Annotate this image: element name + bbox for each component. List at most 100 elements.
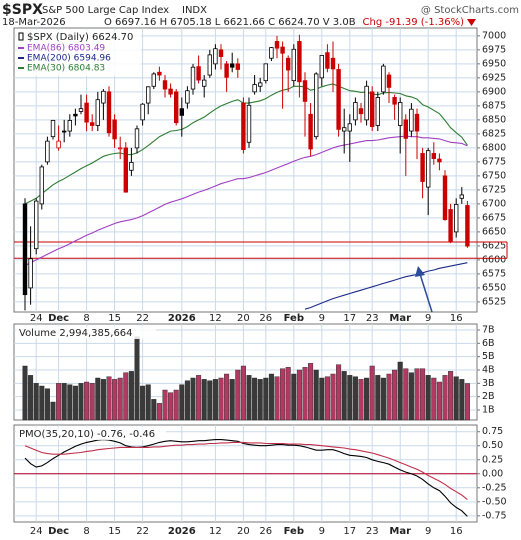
volume-bar: [414, 368, 420, 421]
x-tick-label: 23: [366, 526, 379, 537]
volume-bar: [336, 364, 342, 421]
security-name: S&P 500 Large Cap Index: [42, 5, 169, 16]
candle-body: [420, 153, 425, 182]
volume-bar: [196, 375, 202, 421]
volume-bar: [117, 377, 123, 421]
line-series: [304, 262, 468, 310]
volume-bar: [151, 399, 157, 421]
volume-bar: [436, 381, 442, 421]
y-tick-label: 0.75: [482, 426, 503, 437]
y-tick-label: 1B: [482, 405, 495, 416]
x-tick-label: 20: [237, 313, 250, 324]
down-arrow-icon: [467, 19, 476, 26]
y-tick-label: 6550: [482, 282, 506, 293]
panel-title: PMO(35,20,10) -0.76, -0.46: [19, 429, 155, 440]
candle-body: [257, 82, 263, 87]
y-tick-label: -0.50: [482, 496, 507, 507]
candle-body: [129, 162, 134, 171]
volume-bar: [229, 379, 235, 421]
volume-bar: [44, 388, 50, 421]
candle-body: [241, 102, 246, 150]
volume-bar: [179, 384, 185, 421]
volume-bar: [128, 371, 134, 421]
candle-body: [285, 57, 291, 71]
candle-body: [123, 147, 128, 193]
volume-bar: [408, 372, 414, 421]
candle-body: [28, 258, 33, 289]
x-tick-label: Mar: [389, 526, 411, 537]
volume-bar: [375, 375, 381, 421]
candle-body: [101, 90, 106, 104]
volume-bar: [95, 377, 101, 421]
volume-bar: [397, 361, 403, 421]
y-tick-label: 2B: [482, 391, 495, 402]
candle-body: [397, 102, 403, 126]
volume-bar: [425, 375, 431, 421]
y-tick-label: 6700: [482, 198, 506, 209]
candle-body: [134, 128, 140, 149]
change: Chg -91.39 (-1.36%): [363, 17, 465, 28]
candle-body: [78, 108, 84, 112]
legend-box: [16, 427, 166, 440]
candle-body: [302, 80, 308, 102]
volume-bar: [392, 369, 398, 421]
candle-body: [190, 66, 196, 90]
candle-body: [118, 147, 123, 150]
y-tick-label: 6975: [482, 44, 506, 55]
volume-bar: [224, 373, 230, 421]
y-tick-label: 0.50: [482, 440, 503, 451]
y-tick-label: 6B: [482, 338, 495, 349]
y-tick-label: 6575: [482, 268, 506, 279]
volume-bar: [319, 377, 325, 421]
volume-bar: [341, 371, 347, 421]
x-tick-label: 2026: [168, 526, 196, 537]
volume-bar: [156, 403, 162, 421]
volume-bar: [324, 376, 330, 421]
volume-bar: [235, 369, 241, 421]
volume-bar: [100, 379, 106, 421]
y-tick-label: 6750: [482, 170, 506, 181]
candle-body: [341, 127, 347, 132]
volume-bar: [403, 368, 409, 421]
candle-body: [84, 102, 89, 123]
volume-bar: [291, 373, 297, 421]
line-series: [24, 439, 468, 517]
y-tick-label: 0.25: [482, 454, 503, 465]
y-tick-label: 6900: [482, 86, 506, 97]
x-tick-label: 16: [450, 313, 463, 324]
candle-body: [168, 88, 173, 95]
candle-body: [280, 46, 285, 54]
candle-body: [353, 102, 358, 121]
x-tick-label: 9: [425, 526, 431, 537]
volume-bar: [464, 383, 470, 421]
volume-bar: [123, 372, 129, 421]
candle-body: [45, 140, 50, 163]
x-tick-label: 24: [30, 526, 43, 537]
legend-label: EMA(30) 6804.83: [27, 64, 105, 74]
panel-title: Volume 2,994,385,664: [19, 328, 133, 339]
exchange: INDX: [182, 5, 207, 16]
candle-body: [62, 130, 67, 133]
volume-bar: [448, 371, 454, 421]
x-tick-label: Dec: [48, 526, 69, 537]
volume-bar: [212, 379, 218, 421]
volume-bar: [184, 380, 190, 421]
volume-bar: [112, 379, 118, 421]
x-tick-label: 2026: [168, 313, 196, 324]
symbol: $SPX: [2, 2, 43, 18]
candle-body: [313, 73, 319, 138]
volume-bar: [296, 369, 302, 421]
volume-bar: [140, 385, 146, 421]
candle-body: [218, 49, 224, 57]
volume-bar: [386, 373, 392, 421]
candle-body: [179, 108, 184, 116]
volume-bar: [364, 377, 370, 421]
candle-body: [325, 52, 330, 69]
x-tick-label: 20: [237, 526, 250, 537]
volume-bar: [285, 367, 291, 421]
x-tick-label: 12: [209, 313, 222, 324]
volume-bar: [308, 363, 314, 421]
candle-body: [106, 91, 112, 134]
volume-bar: [268, 373, 274, 421]
volume-bar: [257, 379, 263, 421]
